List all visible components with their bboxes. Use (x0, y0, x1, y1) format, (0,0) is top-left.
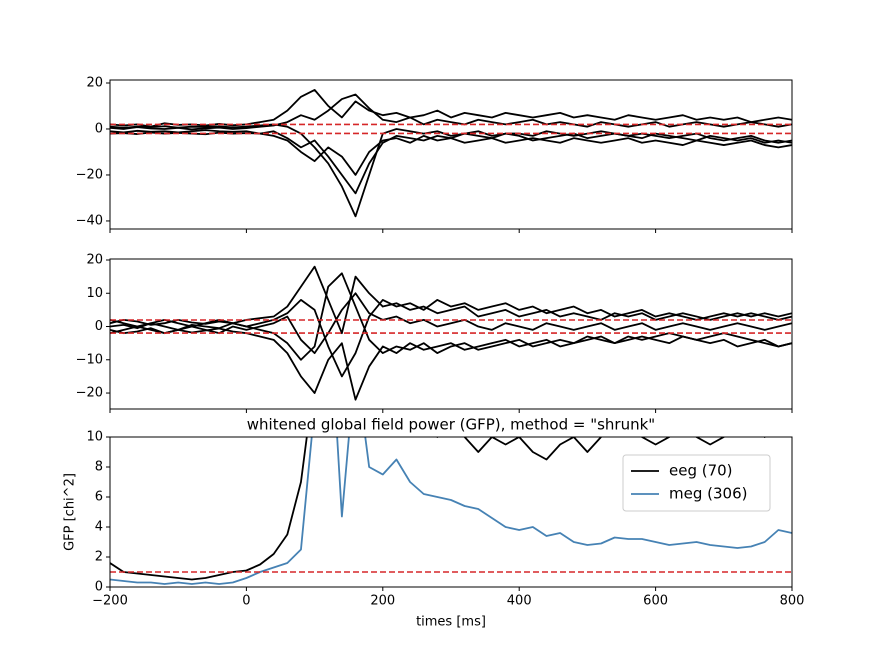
y-tick-label: 0 (95, 580, 103, 595)
series-line (110, 292, 792, 355)
series-line (110, 265, 792, 335)
y-tick-label: 0 (95, 121, 103, 136)
x-tick-label: 200 (370, 594, 395, 609)
legend-label: eeg (70) (669, 462, 733, 480)
axes-frame (109, 79, 793, 230)
y-tick-label: 10 (86, 430, 103, 445)
y-tick-label: 0 (95, 319, 103, 334)
x-tick-label: 0 (242, 594, 250, 609)
y-tick-label: 6 (95, 490, 103, 505)
y-tick-label: −40 (76, 213, 103, 228)
axes-frame (109, 258, 793, 410)
y-tick-label: 20 (86, 75, 103, 90)
series-line (110, 437, 792, 585)
chart-title: whitened global field power (GFP), metho… (247, 416, 655, 434)
plot-area (110, 265, 792, 401)
x-tick-label: 800 (780, 594, 805, 609)
y-tick-label: 8 (95, 460, 103, 475)
series-line (110, 327, 792, 401)
plot-area (110, 437, 792, 585)
series-line (110, 299, 792, 378)
y-tick-label: 10 (86, 286, 103, 301)
axes-frame (109, 436, 793, 588)
series-line (110, 130, 792, 195)
y-tick-label: 20 (86, 252, 103, 267)
series-line (110, 88, 792, 128)
x-tick-label: 600 (643, 594, 668, 609)
x-tick-label: −200 (92, 594, 128, 609)
y-axis-label: GFP [chi^2] (63, 473, 78, 551)
plot-area (110, 88, 792, 218)
y-tick-label: −20 (76, 386, 103, 401)
y-tick-label: 2 (95, 550, 103, 565)
x-axis-label: times [ms] (416, 615, 486, 630)
legend-box (622, 454, 771, 512)
x-tick-label: 400 (507, 594, 532, 609)
series-line (110, 129, 792, 176)
series-line (110, 437, 766, 581)
y-tick-label: −10 (76, 352, 103, 367)
y-tick-label: 4 (95, 520, 103, 535)
legend-label: meg (306) (669, 485, 747, 503)
series-line (110, 272, 792, 361)
y-tick-label: −20 (76, 167, 103, 182)
